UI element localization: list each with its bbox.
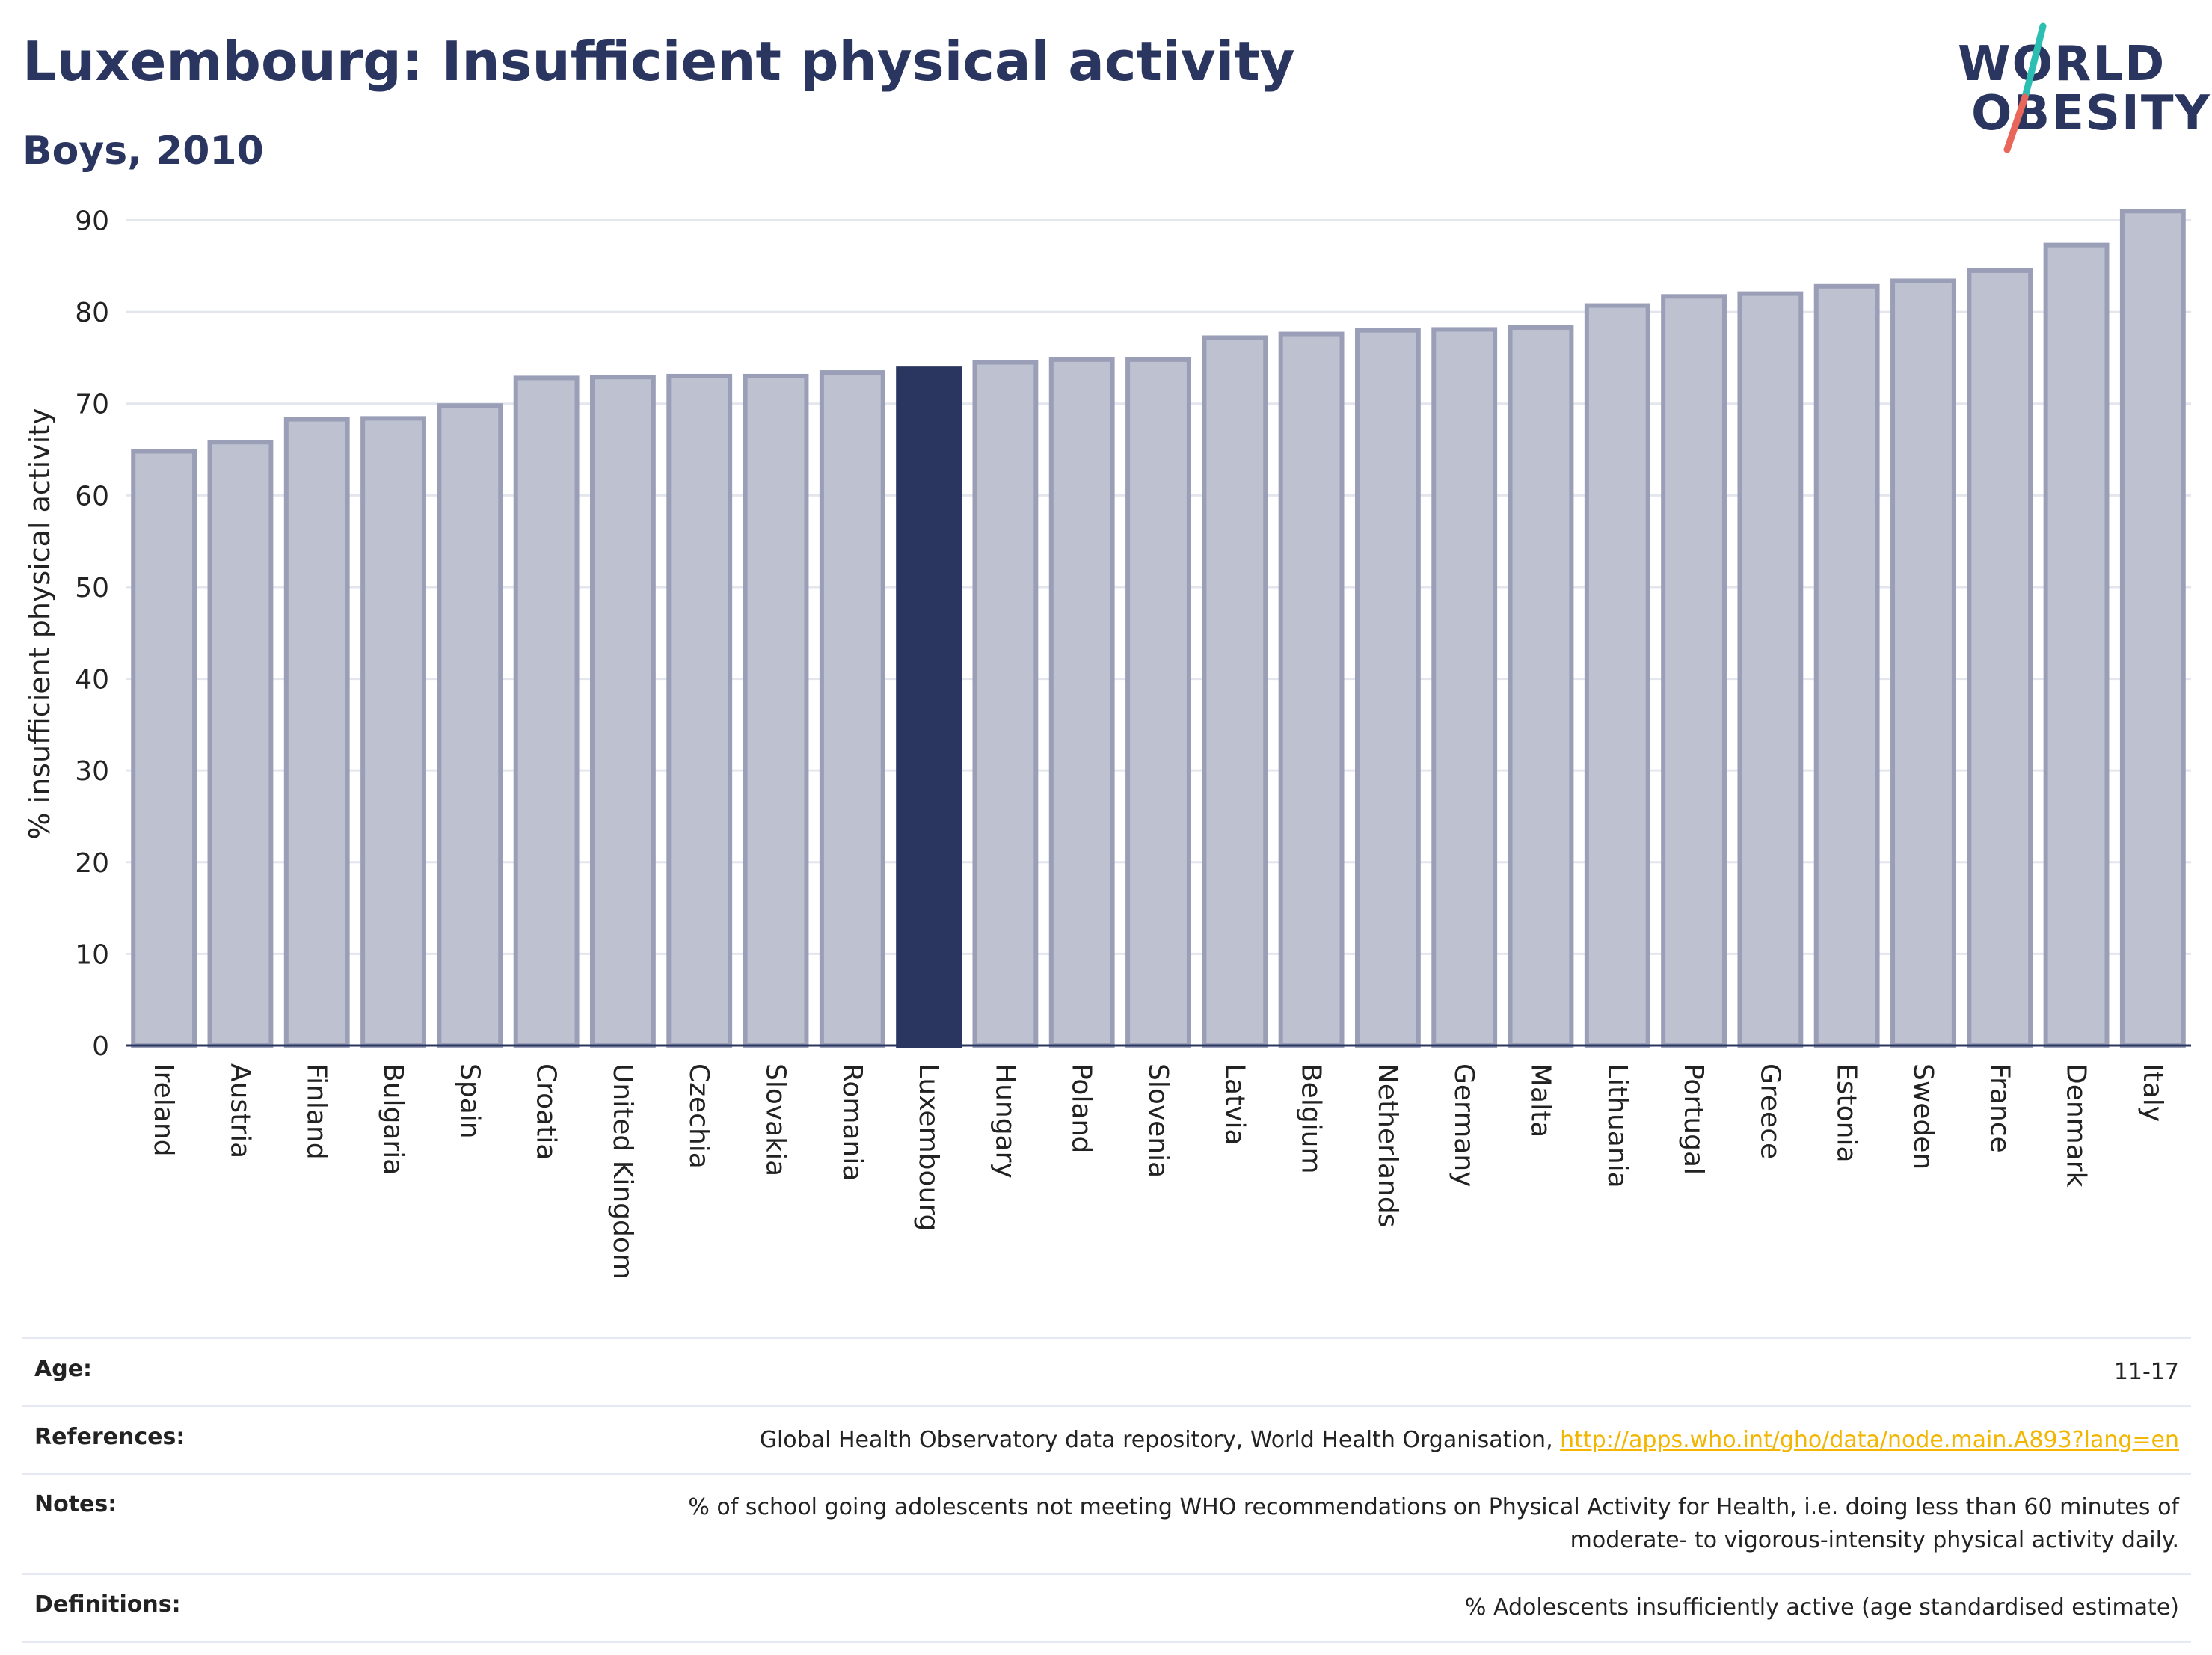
- y-tick-label: 20: [75, 848, 109, 879]
- bar-germany[interactable]: [1431, 327, 1498, 1048]
- bar-malta[interactable]: [1508, 325, 1574, 1048]
- y-tick-label: 60: [75, 481, 109, 512]
- bar-greece[interactable]: [1737, 291, 1804, 1048]
- x-tick-label: France: [1984, 1063, 2015, 1153]
- y-axis-label: % insufficient physical activity: [23, 408, 56, 839]
- x-tick-label: Greece: [1754, 1063, 1785, 1159]
- x-tick-label: Belgium: [1296, 1063, 1327, 1174]
- bar-ireland[interactable]: [131, 449, 197, 1048]
- references-label: References:: [22, 1404, 226, 1474]
- bar-lithuania[interactable]: [1584, 303, 1650, 1048]
- references-text: Global Health Observatory data repositor…: [759, 1426, 1561, 1453]
- x-tick-label: Austria: [224, 1063, 255, 1158]
- x-tick-label: Slovakia: [761, 1063, 791, 1176]
- x-tick-label: Sweden: [1908, 1063, 1938, 1170]
- bar-netherlands[interactable]: [1354, 328, 1421, 1048]
- x-tick-label: Czechia: [683, 1063, 714, 1169]
- bar-slovakia[interactable]: [743, 373, 809, 1048]
- x-tick-label: Croatia: [531, 1063, 562, 1160]
- x-tick-label: Lithuania: [1602, 1063, 1632, 1188]
- notes-label: Notes:: [22, 1473, 226, 1574]
- bar-portugal[interactable]: [1661, 294, 1727, 1048]
- x-tick-label: Malta: [1525, 1063, 1555, 1137]
- bar-latvia[interactable]: [1202, 335, 1268, 1048]
- bar-hungary[interactable]: [972, 360, 1039, 1048]
- x-tick-label: Italy: [2137, 1063, 2168, 1122]
- y-tick-label: 0: [92, 1031, 109, 1062]
- x-tick-label: Denmark: [2061, 1063, 2092, 1188]
- x-tick-label: Poland: [1066, 1063, 1097, 1153]
- bar-italy[interactable]: [2119, 209, 2186, 1048]
- bar-croatia[interactable]: [513, 375, 580, 1048]
- notes-value: % of school going adolescents not meetin…: [226, 1473, 2191, 1574]
- x-tick-label: Romania: [837, 1063, 867, 1181]
- bar-spain[interactable]: [437, 403, 503, 1048]
- notes-line-2: moderate- to vigorous-intensity physical…: [1570, 1526, 2179, 1553]
- bar-slovenia[interactable]: [1125, 357, 1191, 1048]
- meta-row-definitions: Definitions: % Adolescents insufficientl…: [22, 1573, 2191, 1643]
- bar-luxembourg[interactable]: [896, 366, 962, 1048]
- x-tick-label: Ireland: [148, 1063, 179, 1157]
- x-tick-label: Portugal: [1678, 1063, 1709, 1175]
- page-title: Luxembourg: Insufficient physical activi…: [22, 30, 1295, 93]
- references-link[interactable]: http://apps.who.int/gho/data/node.main.A…: [1560, 1426, 2179, 1453]
- metadata-table: Age: 11-17 References: Global Health Obs…: [22, 1337, 2191, 1643]
- age-value: 11-17: [226, 1337, 2191, 1406]
- logo-slash-icon: [2003, 22, 2047, 153]
- bar-chart: 0 10 20 30 40 50 60 70 80 90 Ireland Austria Finland…: [23, 206, 2191, 1280]
- notes-line-1: % of school going adolescents not meetin…: [688, 1494, 2179, 1520]
- meta-row-age: Age: 11-17: [22, 1337, 2191, 1406]
- x-tick-label: Luxembourg: [913, 1063, 944, 1231]
- x-tick-label: Slovenia: [1143, 1063, 1173, 1178]
- bar-france[interactable]: [1967, 268, 2033, 1048]
- age-label: Age:: [22, 1337, 226, 1406]
- x-tick-label: Spain: [454, 1063, 485, 1139]
- x-tick-label: Latvia: [1219, 1063, 1250, 1146]
- meta-row-notes: Notes: % of school going adolescents not…: [22, 1473, 2191, 1574]
- x-tick-label: Bulgaria: [378, 1063, 408, 1175]
- logo-line-world: WORLD: [1958, 37, 2166, 92]
- bar-sweden[interactable]: [1890, 278, 1956, 1048]
- page-subtitle: Boys, 2010: [22, 129, 264, 174]
- definitions-value: % Adolescents insufficiently active (age…: [226, 1573, 2191, 1643]
- bar-finland[interactable]: [283, 417, 350, 1048]
- x-tick-label: Estonia: [1831, 1063, 1862, 1163]
- bar-bulgaria[interactable]: [360, 416, 426, 1048]
- bar-estonia[interactable]: [1813, 283, 1880, 1048]
- bars: [131, 209, 2186, 1048]
- definitions-label: Definitions:: [22, 1573, 226, 1643]
- x-tick-label: United Kingdom: [607, 1063, 638, 1280]
- y-tick-label: 10: [75, 939, 109, 970]
- bar-romania[interactable]: [819, 370, 885, 1048]
- bar-united-kingdom[interactable]: [590, 375, 656, 1048]
- x-tick-label: Finland: [301, 1063, 332, 1160]
- bar-belgium[interactable]: [1278, 331, 1345, 1048]
- y-tick-label: 70: [75, 390, 109, 420]
- x-tick-label: Germany: [1448, 1063, 1479, 1187]
- x-tick-label: Netherlands: [1372, 1063, 1403, 1227]
- y-tick-label: 90: [75, 206, 109, 237]
- y-tick-label: 30: [75, 756, 109, 787]
- bar-poland[interactable]: [1048, 357, 1115, 1048]
- bar-austria[interactable]: [207, 440, 274, 1048]
- axes: 0 10 20 30 40 50 60 70 80 90 Ireland Austria Finland…: [75, 206, 2191, 1280]
- bar-denmark[interactable]: [2043, 242, 2110, 1048]
- y-tick-label: 80: [75, 298, 109, 328]
- y-tick-label: 50: [75, 573, 109, 604]
- y-tick-label: 40: [75, 665, 109, 696]
- bar-czechia[interactable]: [666, 373, 733, 1048]
- world-obesity-logo: WORLD OBESITY: [1944, 15, 2210, 165]
- meta-row-references: References: Global Health Observatory da…: [22, 1404, 2191, 1474]
- x-tick-label: Hungary: [989, 1063, 1020, 1179]
- references-value: Global Health Observatory data repositor…: [226, 1404, 2191, 1474]
